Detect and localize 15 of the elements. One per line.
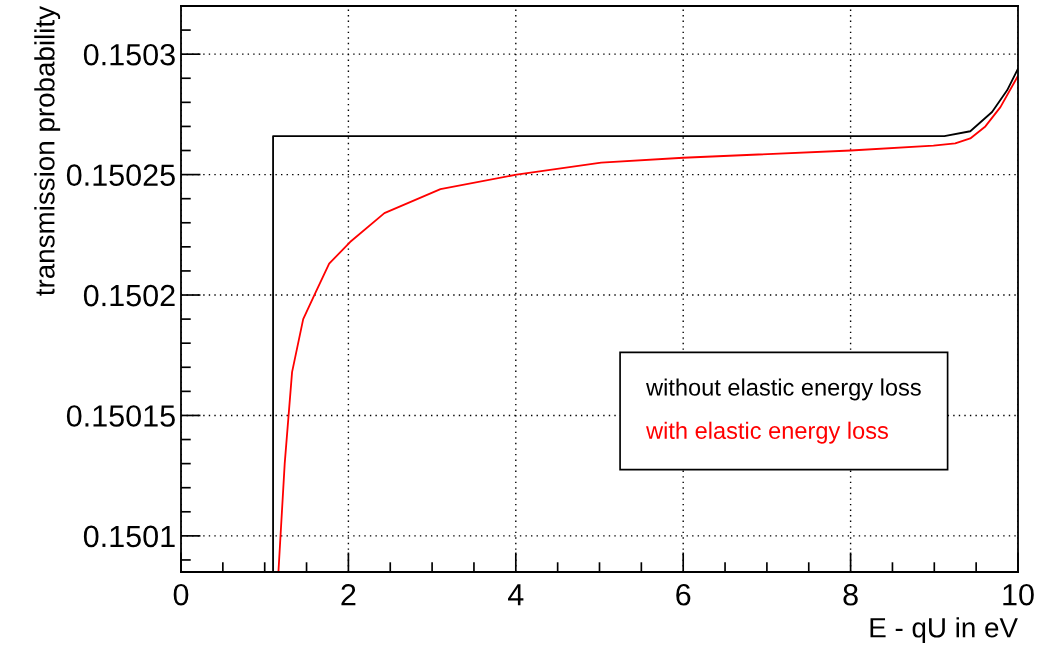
x-tick-label: 8	[843, 583, 858, 606]
y-axis-title: transmission probability	[34, 6, 61, 296]
text: with elastic energy loss	[646, 421, 888, 444]
x-tick-label: 4	[508, 584, 524, 606]
y-tick-label: 0.15015	[66, 405, 175, 427]
y-tick-label: 0.1502	[83, 284, 175, 307]
x-tick-label: 6	[676, 583, 691, 606]
x-tick-label: 2	[341, 583, 356, 606]
x-axis-title: E - qU in eV	[870, 617, 1018, 644]
x-tick-label: 10	[1003, 583, 1034, 606]
y-tick-label: 0.1503	[83, 43, 175, 66]
text: without elastic energy loss	[646, 378, 921, 401]
y-tick-label: 0.1501	[83, 525, 175, 548]
x-tick-label: 0	[173, 583, 189, 606]
y-tick-label: 0.15025	[66, 164, 175, 186]
